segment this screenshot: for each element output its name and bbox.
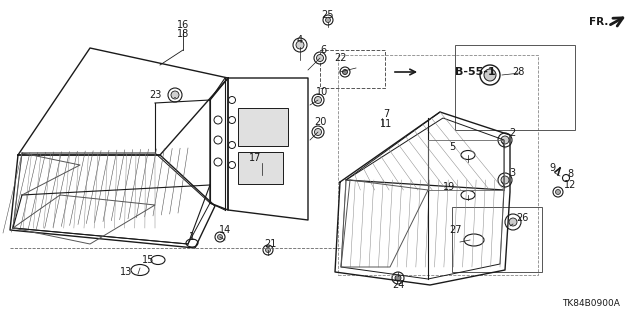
Circle shape [326,18,330,22]
Text: 1: 1 [189,232,195,242]
Text: 8: 8 [567,169,573,179]
Circle shape [314,97,321,103]
Circle shape [218,235,223,239]
Text: 4: 4 [297,35,303,45]
Text: 14: 14 [219,225,231,235]
Circle shape [296,41,304,49]
Text: 5: 5 [449,142,455,152]
Bar [320,50,385,88]
Text: 6: 6 [320,45,326,55]
Text: 20: 20 [314,117,326,127]
Circle shape [317,54,323,61]
Text: 12: 12 [564,180,576,190]
Text: B-55-1: B-55-1 [455,67,495,77]
Circle shape [501,176,509,184]
Text: 15: 15 [142,255,154,265]
Text: 17: 17 [249,153,261,163]
Text: 7: 7 [383,109,389,119]
Circle shape [314,129,321,135]
Text: 2: 2 [509,128,515,138]
Bar [238,108,288,146]
Text: 9: 9 [549,163,555,173]
Bar [238,152,283,184]
Text: 16: 16 [177,20,189,30]
Text: 26: 26 [516,213,528,223]
Bar [452,207,542,272]
Text: 3: 3 [509,168,515,178]
Bar [338,55,538,275]
Text: FR.: FR. [589,17,608,27]
Text: 19: 19 [443,182,455,192]
Text: 18: 18 [177,29,189,39]
Circle shape [556,189,561,195]
Text: 13: 13 [120,267,132,277]
Text: 23: 23 [150,90,162,100]
Text: 27: 27 [449,225,462,235]
Circle shape [509,218,517,226]
Text: 24: 24 [392,280,404,290]
Text: TK84B0900A: TK84B0900A [562,299,620,308]
Bar [455,45,575,130]
Text: 25: 25 [322,10,334,20]
Text: 10: 10 [316,87,328,97]
Circle shape [171,91,179,99]
Text: 22: 22 [335,53,347,63]
Circle shape [266,247,271,252]
Circle shape [501,136,509,144]
Circle shape [484,69,496,81]
Text: 28: 28 [512,67,524,77]
Text: 21: 21 [264,239,276,249]
Circle shape [395,275,401,281]
Text: 11: 11 [380,119,392,129]
Circle shape [342,69,348,75]
